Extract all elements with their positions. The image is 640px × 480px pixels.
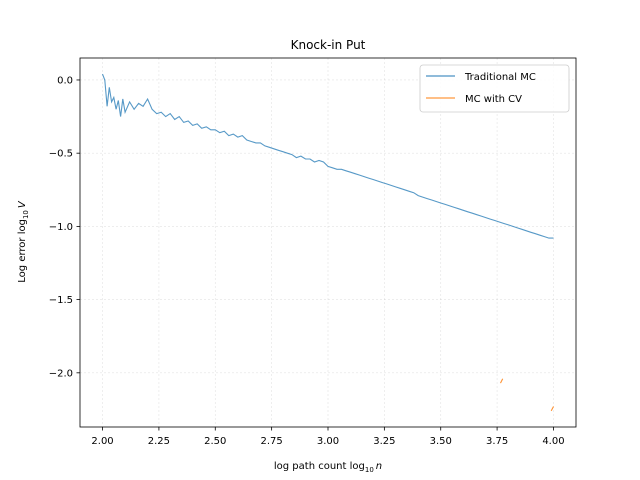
chart-title: Knock-in Put	[291, 38, 366, 52]
legend-label-traditional-mc: Traditional MC	[464, 72, 536, 83]
series-segment-mc-with-cv	[500, 378, 504, 384]
y-axis-label-text: Log error log	[17, 219, 28, 283]
x-tick-label: 3.00	[317, 436, 339, 447]
x-tick-label: 2.75	[261, 436, 283, 447]
series-line-traditional-mc	[101, 73, 554, 239]
x-tick-label: 4.00	[542, 436, 564, 447]
y-tick-label: −2.0	[49, 368, 73, 379]
y-axis-label-variable: V	[17, 200, 28, 208]
x-tick-label: 2.25	[148, 436, 170, 447]
y-axis-label-subscript: 10	[22, 210, 30, 219]
x-tick-label: 3.25	[373, 436, 395, 447]
series-layer	[101, 73, 554, 412]
y-tick-label: −1.5	[49, 295, 73, 306]
y-tick-label: −1.0	[49, 222, 73, 233]
grid	[80, 58, 576, 427]
x-axis-label-text: log path count log	[274, 461, 365, 472]
legend-label-mc-with-cv: MC with CV	[465, 94, 522, 105]
y-tick-label: −0.5	[49, 149, 73, 160]
y-tick-label: 0.0	[57, 75, 73, 86]
x-tick-label: 2.50	[204, 436, 226, 447]
legend: Traditional MC MC with CV	[419, 64, 570, 113]
x-axis-label-variable: n	[376, 461, 382, 472]
x-tick-label: 2.00	[91, 436, 113, 447]
x-axis-ticks: 2.00 2.25 2.50 2.75 3.00 3.25 3.50 3.75 4.00	[91, 427, 565, 447]
y-axis-ticks: 0.0 −0.5 −1.0 −1.5 −2.0	[49, 75, 80, 379]
y-axis-label: Log error log10 V	[17, 200, 30, 283]
x-tick-label: 3.50	[430, 436, 452, 447]
x-axis-label-subscript: 10	[365, 466, 374, 474]
x-axis-label: log path count log10 n	[274, 461, 382, 474]
x-tick-label: 3.75	[486, 436, 508, 447]
series-segment-mc-with-cv	[550, 406, 554, 412]
legend-box	[419, 64, 570, 113]
